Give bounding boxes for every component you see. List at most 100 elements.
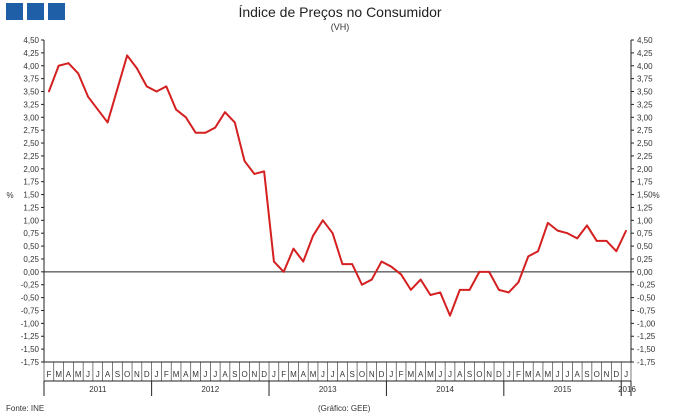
y-tick-label-right: 4,50 [637,36,653,45]
data-point [547,222,549,224]
y-tick-label-right: 0,50 [637,242,653,251]
y-tick-label-left: 3,00 [23,113,39,122]
x-tick-label: M [408,370,415,379]
x-tick-label: O [476,370,482,379]
series-layer [47,54,628,317]
y-tick-label-right: 3,50 [637,88,653,97]
x-tick-label: O [359,370,365,379]
x-tick-label: A [457,370,463,379]
data-point [507,291,510,294]
x-tick-label: M [427,370,434,379]
x-tick-label: N [251,370,257,379]
y-tick-label-left: 1,25 [23,203,39,212]
data-point [390,265,393,268]
y-tick-label-right: 0,75 [637,229,653,238]
data-point [351,263,353,265]
data-point [253,173,256,175]
y-tick-label-left: 3,75 [23,75,39,84]
x-tick-label: A [340,370,346,379]
data-point [126,54,128,57]
y-axis-label-left: % [6,191,13,200]
x-tick-label: J [507,370,511,379]
chart-subtitle: (VH) [330,22,350,32]
data-point [625,229,627,232]
data-point [273,260,275,263]
y-tick-label-right: 0,25 [637,255,653,264]
x-tick-label: J [321,370,325,379]
x-tick-label: O [594,370,600,379]
y-tick-label-left: 1,75 [23,178,39,187]
data-point [380,260,383,263]
data-point [429,294,432,296]
x-tick-label: A [66,370,72,379]
source-note: Fonte: INE [6,404,45,413]
y-tick-label-left: 2,75 [23,126,39,135]
y-tick-label-right: -1,00 [637,319,656,328]
data-point [194,131,197,134]
x-tick-label: F [164,370,169,379]
year-label: 2016 [618,385,636,394]
y-tick-label-left: -1,50 [21,345,40,354]
y-tick-label-right: 2,00 [637,165,653,174]
x-tick-label: S [115,370,120,379]
data-point [136,67,138,70]
y-tick-label-left: 0,75 [23,229,39,238]
x-tick-label: N [486,370,492,379]
data-point [185,116,187,119]
x-tick-label: M [173,370,180,379]
data-point [214,126,217,129]
data-point [566,232,569,234]
x-tick-label: A [222,370,228,379]
y-tick-label-left: 2,50 [23,139,39,148]
data-point [488,271,490,273]
y-tick-label-left: 0,50 [23,242,39,251]
y-tick-label-left: -1,25 [21,332,40,341]
x-tick-label: A [418,370,424,379]
y-tick-label-right: 1,00 [637,216,653,225]
logo-square-3 [48,3,65,20]
data-point [67,62,70,64]
x-tick-label: J [389,370,393,379]
y-tick-label-right: 3,25 [637,100,653,109]
x-tick-label: J [565,370,569,379]
axes-layer [41,39,634,396]
data-point [106,121,109,124]
y-tick-label-right: 3,00 [637,113,653,122]
y-tick-label-left: -1,75 [21,358,40,367]
x-tick-label: J [203,370,207,379]
y-tick-label-left: 2,00 [23,165,39,174]
y-tick-label-right: -1,50 [637,345,656,354]
y-tick-label-left: 0,00 [23,268,39,277]
data-point [458,289,461,291]
x-tick-label: D [144,370,150,379]
x-tick-label: J [438,370,442,379]
data-point [116,88,119,90]
data-point [341,263,344,265]
x-tick-label: D [496,370,502,379]
x-tick-label: D [379,370,385,379]
y-tick-label-right: -0,50 [637,294,656,303]
data-point [556,229,559,232]
data-point [595,240,598,242]
data-point [527,255,530,258]
data-point [439,291,442,294]
data-point [77,72,80,75]
x-tick-label: J [272,370,276,379]
data-point [48,90,50,93]
data-point [165,85,168,88]
chart-title: Índice de Preços no Consumidor [238,4,442,20]
x-tick-label: J [556,370,560,379]
x-tick-label: M [525,370,532,379]
x-tick-label: S [350,370,355,379]
x-tick-label: M [192,370,199,379]
y-tick-label-right: -1,75 [637,358,656,367]
x-tick-label: A [105,370,111,379]
y-tick-label-left: 2,25 [23,152,39,161]
data-point [87,95,89,98]
x-tick-label: J [624,370,628,379]
x-tick-label: M [55,370,62,379]
y-tick-label-right: -1,25 [637,332,656,341]
y-tick-label-right: 3,75 [637,75,653,84]
x-tick-label: J [448,370,452,379]
x-tick-label: J [155,370,159,379]
